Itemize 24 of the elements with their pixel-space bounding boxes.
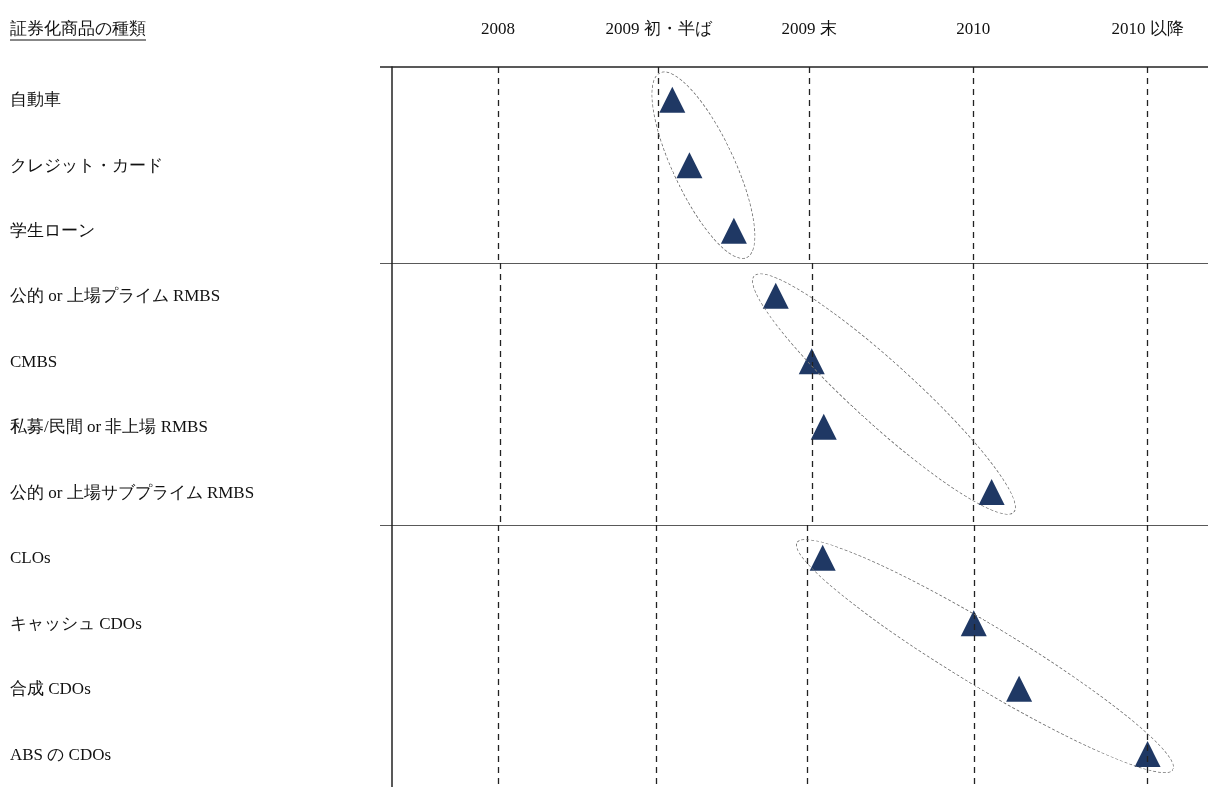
text: 2009 末 bbox=[781, 19, 837, 38]
y-tick-label: キャッシュ CDOs bbox=[10, 613, 142, 633]
point bbox=[1134, 741, 1161, 768]
point bbox=[978, 479, 1005, 506]
text: 2010 以降 bbox=[1111, 19, 1184, 38]
point bbox=[809, 544, 836, 571]
y-tick-label: CLOs bbox=[10, 548, 51, 568]
y-tick-label: 合成 CDOs bbox=[10, 679, 91, 699]
point bbox=[960, 610, 987, 637]
point bbox=[1006, 675, 1033, 702]
text: 2008 bbox=[480, 19, 515, 38]
y-axis-title: 証券化商品の種類 bbox=[10, 19, 146, 38]
point bbox=[762, 283, 789, 310]
y-tick-label: 自動車 bbox=[10, 90, 61, 110]
text: 2010 bbox=[956, 19, 991, 38]
y-tick-label: クレジット・カード bbox=[10, 155, 163, 175]
y-tick-label: 公的 or 上場プライム RMBS bbox=[10, 286, 221, 306]
text: 2009 初・半ば bbox=[605, 19, 713, 38]
y-tick-label: CMBS bbox=[10, 352, 58, 372]
y-tick-label: ABS の CDOs bbox=[10, 744, 112, 764]
y-tick-label: 学生ローン bbox=[10, 221, 95, 241]
y-tick-label: 私募/民間 or 非上場 RMBS bbox=[10, 417, 208, 437]
y-tick-label: 公的 or 上場サブプライム RMBS bbox=[10, 482, 255, 502]
point bbox=[810, 414, 837, 440]
